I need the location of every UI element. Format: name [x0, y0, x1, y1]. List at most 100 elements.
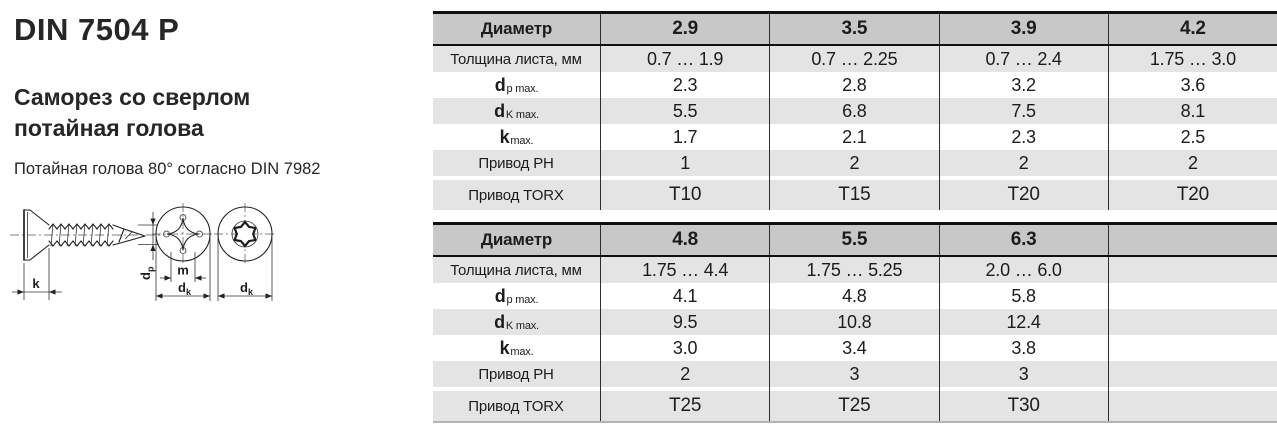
row-label-cell: Привод PH	[478, 365, 554, 383]
table-row-drive-ph: Привод PH 2 3 3	[433, 361, 1277, 387]
value-cell: 8.1	[1107, 98, 1277, 124]
value-cell: 2.0 … 6.0	[938, 257, 1108, 283]
spec-table-1: Диаметр 2.9 3.5 3.9 4.2 Толщина листа, м…	[433, 11, 1277, 210]
value-cell: T25	[600, 391, 769, 421]
table-header-row: Диаметр 2.9 3.5 3.9 4.2	[433, 14, 1277, 46]
value-cell: 2.5	[1107, 124, 1277, 150]
dim-label-dp: d p	[138, 266, 156, 280]
subtitle-line-1: Саморез со сверлом	[14, 84, 251, 110]
header-cell-value: 5.5	[769, 225, 938, 255]
value-cell: 1.75 … 3.0	[1107, 46, 1277, 72]
value-cell: 12.4	[938, 309, 1108, 335]
value-cell: 4.1	[600, 283, 769, 309]
dim-label-dk-ph: d k	[178, 280, 192, 297]
header-cell-value: 3.9	[938, 14, 1108, 44]
table-row-drive-torx: Привод TORX T10 T15 T20 T20	[433, 180, 1277, 210]
product-subtitle: Саморез со сверлом потайная голова	[14, 82, 250, 144]
value-cell: 3.0	[600, 335, 769, 361]
value-cell: T20	[1107, 180, 1277, 210]
row-gap	[433, 387, 1277, 391]
value-cell: 2	[1107, 150, 1277, 176]
value-cell: 1	[600, 150, 769, 176]
value-cell: 2	[938, 150, 1108, 176]
value-cell: 5.5	[600, 98, 769, 124]
value-cell: 2.3	[600, 72, 769, 98]
header-cell-value: 4.2	[1107, 14, 1277, 44]
spec-table-2: Диаметр 4.8 5.5 6.3 Толщина листа, мм 1.…	[433, 222, 1277, 423]
header-cell-value: 2.9	[600, 14, 769, 44]
value-cell	[1107, 257, 1277, 283]
row-label-cell: Привод TORX	[468, 186, 564, 204]
value-cell	[1107, 335, 1277, 361]
row-label-cell: k max.	[499, 337, 534, 359]
row-label-cell: k max.	[499, 126, 534, 148]
value-cell: 10.8	[769, 309, 938, 335]
svg-text:p: p	[146, 266, 156, 272]
dim-label-dk-torx: d k	[240, 280, 254, 297]
value-cell: 1.7	[600, 124, 769, 150]
subtitle-line-2: потайная голова	[14, 115, 204, 141]
row-gap	[433, 176, 1277, 180]
value-cell: 3.8	[938, 335, 1108, 361]
page-title: DIN 7504 P	[14, 12, 180, 47]
value-cell: T10	[600, 180, 769, 210]
value-cell: 2.1	[769, 124, 938, 150]
value-cell: T20	[938, 180, 1108, 210]
value-cell: 2	[769, 150, 938, 176]
left-panel: DIN 7504 P Саморез со сверлом потайная г…	[10, 0, 424, 437]
table-header-row: Диаметр 4.8 5.5 6.3	[433, 225, 1277, 257]
value-cell: 3.4	[769, 335, 938, 361]
table-row-sheet-thickness: Толщина листа, мм 0.7 … 1.9 0.7 … 2.25 0…	[433, 46, 1277, 72]
value-cell: 3	[769, 361, 938, 387]
row-label-cell: Привод TORX	[468, 397, 564, 415]
value-cell: 4.8	[769, 283, 938, 309]
value-cell: 3.6	[1107, 72, 1277, 98]
value-cell: 1.75 … 5.25	[769, 257, 938, 283]
table-row-drive-torx: Привод TORX T25 T25 T30	[433, 391, 1277, 423]
dim-label-m: m	[177, 263, 189, 278]
value-cell: 0.7 … 2.4	[938, 46, 1108, 72]
table-row-k-max: k max. 1.7 2.1 2.3 2.5	[433, 124, 1277, 150]
value-cell: 6.8	[769, 98, 938, 124]
value-cell: 3	[938, 361, 1108, 387]
header-cell-value	[1107, 225, 1277, 255]
row-label-cell: Толщина листа, мм	[450, 261, 582, 279]
value-cell: 3.2	[938, 72, 1108, 98]
value-cell: 5.8	[938, 283, 1108, 309]
value-cell: 9.5	[600, 309, 769, 335]
value-cell: T30	[938, 391, 1108, 421]
value-cell	[1107, 283, 1277, 309]
value-cell	[1107, 309, 1277, 335]
value-cell: 1.75 … 4.4	[600, 257, 769, 283]
value-cell: 2.8	[769, 72, 938, 98]
value-cell: 2	[600, 361, 769, 387]
value-cell: 2.3	[938, 124, 1108, 150]
header-cell-value: 4.8	[600, 225, 769, 255]
value-cell: 0.7 … 1.9	[600, 46, 769, 72]
table-row-sheet-thickness: Толщина листа, мм 1.75 … 4.4 1.75 … 5.25…	[433, 257, 1277, 283]
header-cell-value: 3.5	[769, 14, 938, 44]
table-row-drive-ph: Привод PH 1 2 2 2	[433, 150, 1277, 176]
value-cell	[1107, 361, 1277, 387]
svg-text:k: k	[186, 287, 192, 297]
value-cell	[1107, 391, 1277, 421]
value-cell: 7.5	[938, 98, 1108, 124]
screw-side-view: d p k	[10, 209, 163, 300]
svg-text:d: d	[138, 272, 153, 280]
table-row-k-max: k max. 3.0 3.4 3.8	[433, 335, 1277, 361]
torx-recess-view: d k	[214, 203, 276, 301]
ph-recess-view: m d k	[152, 203, 214, 301]
screw-drawing: d p k	[8, 202, 298, 325]
row-label-cell: Толщина листа, мм	[450, 50, 582, 68]
svg-text:k: k	[248, 287, 254, 297]
dim-label-k: k	[32, 276, 40, 291]
svg-text:d: d	[240, 280, 248, 295]
value-cell: 0.7 … 2.25	[769, 46, 938, 72]
